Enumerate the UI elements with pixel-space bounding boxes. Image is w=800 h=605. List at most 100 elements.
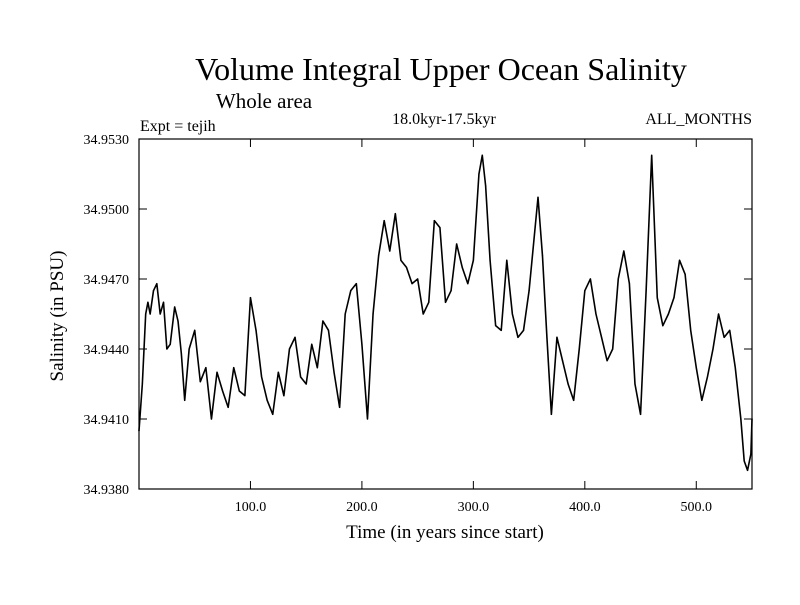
y-tick-label: 34.9410	[84, 413, 130, 428]
data-point	[227, 406, 229, 408]
data-point	[344, 313, 346, 315]
x-tick-label: 100.0	[235, 500, 267, 515]
data-point	[485, 185, 487, 187]
data-point	[550, 413, 552, 415]
data-point	[159, 313, 161, 315]
data-point	[361, 343, 363, 345]
y-tick-label: 34.9440	[84, 343, 130, 358]
data-point	[188, 348, 190, 350]
data-point	[162, 301, 165, 303]
data-point	[750, 453, 752, 455]
data-point	[394, 213, 396, 215]
data-point	[678, 259, 681, 261]
data-point	[472, 259, 474, 261]
y-tick-label: 34.9470	[84, 273, 130, 288]
data-point	[311, 343, 313, 345]
data-point	[166, 348, 168, 350]
data-point	[584, 290, 586, 292]
data-point	[506, 259, 508, 261]
data-point	[350, 290, 352, 292]
data-point	[333, 371, 335, 373]
data-point	[511, 313, 513, 315]
data-point	[149, 313, 151, 315]
data-point	[389, 250, 391, 252]
data-point	[734, 367, 736, 369]
data-point	[701, 399, 703, 401]
period-label: 18.0kyr-17.5kyr	[392, 111, 496, 128]
data-point	[266, 399, 268, 401]
data-point	[656, 297, 658, 299]
data-point	[444, 301, 447, 303]
x-tick-label: 300.0	[458, 500, 490, 515]
data-point	[147, 301, 149, 303]
data-point	[316, 367, 318, 369]
data-point	[411, 283, 413, 285]
data-point	[378, 255, 380, 257]
data-point	[417, 278, 419, 280]
data-point	[422, 313, 424, 315]
data-point	[556, 336, 558, 338]
data-point	[546, 336, 548, 338]
data-point	[400, 259, 402, 261]
data-point	[673, 297, 675, 299]
data-point	[489, 259, 491, 261]
data-point	[322, 320, 324, 322]
data-point	[746, 469, 749, 471]
data-point	[578, 348, 580, 350]
data-point	[567, 383, 569, 385]
data-point	[561, 360, 564, 362]
data-point	[194, 329, 196, 331]
data-point	[651, 154, 653, 156]
data-point	[366, 418, 369, 420]
data-point	[177, 320, 179, 322]
data-point	[600, 336, 603, 338]
data-point	[717, 313, 720, 315]
data-point	[634, 383, 636, 385]
data-point	[238, 390, 240, 392]
series-layer	[138, 154, 753, 472]
data-point	[662, 325, 664, 327]
data-point	[450, 290, 452, 292]
data-point	[255, 329, 257, 331]
data-point	[383, 220, 385, 222]
chart-subtitle: Whole area	[216, 89, 313, 113]
data-point	[145, 313, 147, 315]
data-point	[589, 278, 591, 280]
data-point	[467, 283, 469, 285]
data-point	[233, 367, 235, 369]
experiment-label: Expt = tejih	[140, 118, 216, 135]
season-label: ALL_MONTHS	[645, 111, 752, 128]
data-point	[684, 273, 686, 275]
data-point	[180, 353, 182, 355]
data-point	[283, 395, 285, 397]
data-point	[216, 371, 218, 373]
data-point	[595, 313, 597, 315]
data-point	[712, 348, 714, 350]
data-point	[261, 376, 263, 378]
data-point	[522, 329, 525, 331]
data-point	[606, 360, 608, 362]
y-tick-label: 34.9530	[84, 133, 130, 148]
data-point	[528, 290, 530, 292]
data-point	[272, 413, 274, 415]
data-point	[169, 343, 171, 345]
data-point	[210, 418, 213, 420]
data-point	[517, 336, 519, 338]
data-point	[729, 329, 731, 331]
data-point	[612, 348, 614, 350]
data-point	[184, 399, 186, 401]
data-point	[645, 290, 647, 292]
data-point	[537, 196, 539, 198]
data-point	[740, 418, 742, 420]
data-point	[500, 329, 502, 331]
data-point	[628, 283, 631, 285]
x-tick-label: 400.0	[569, 500, 601, 515]
data-point	[706, 376, 709, 378]
data-point	[141, 383, 143, 385]
data-point	[355, 283, 357, 285]
data-point	[288, 348, 291, 350]
data-point	[495, 325, 497, 327]
data-point	[481, 154, 483, 156]
